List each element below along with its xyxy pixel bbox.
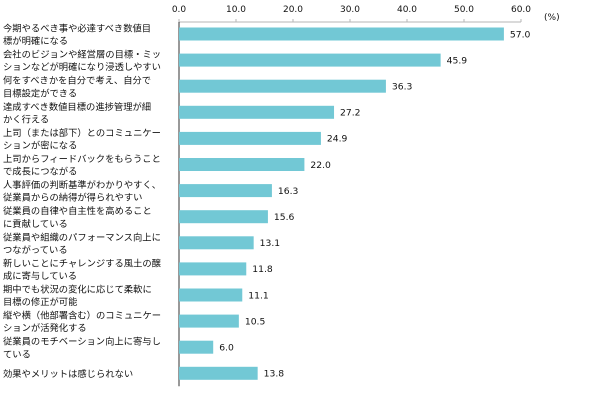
value-label: 22.0 [310, 160, 331, 171]
x-tick-label: 30.0 [340, 5, 360, 15]
value-label: 11.1 [248, 290, 268, 301]
category-label: 従業員や組織のパフォーマンス向上につながっている [3, 231, 161, 256]
bar [179, 288, 243, 302]
x-tick-label: 60.0 [511, 5, 531, 15]
category-label-line: つながっている [3, 244, 68, 256]
category-label: 今期やるべき事や必達すべき数値目標が明確になる [3, 23, 151, 48]
bar [179, 184, 272, 198]
bar [179, 53, 441, 67]
category-label-line: 縦や横（他部署含む）のコミュニケー [3, 310, 161, 322]
category-label: 上司（または部下）とのコミュニケーションが密になる [3, 127, 161, 152]
category-label-line: 目標の修正が可能 [3, 296, 77, 308]
category-label-line: 会社のビジョンや経営層の目標・ミッ [3, 49, 161, 61]
value-label: 27.2 [340, 108, 360, 119]
category-label: 達成すべき数値目標の進捗管理が細かく行える [3, 101, 151, 126]
x-tick-label: 0.0 [172, 5, 187, 15]
value-label: 11.8 [252, 264, 273, 275]
category-label-line: で成長につながる [3, 166, 77, 178]
value-label: 16.3 [278, 186, 299, 197]
value-labels: 57.0 45.9 36.3 27.2 24.9 22.0 16.3 15.6 13.1 11.8… [219, 29, 530, 379]
category-label-line: かく行える [3, 113, 49, 125]
category-label-line: ションが密になる [3, 140, 77, 152]
bar [179, 236, 254, 250]
x-axis-ticks: 0.0 10.0 20.0 30.0 40.0 50.0 60.0 [172, 5, 531, 22]
category-label-line: 従業員の自律や自主性を高めること [3, 205, 152, 217]
category-label: 上司からフィードバックをもらうことで成長につながる [3, 154, 161, 178]
category-label-line: 標が明確になる [3, 35, 68, 47]
category-label: 期中でも状況の変化に応じて柔軟に目標の修正が可能 [3, 284, 152, 309]
bar [179, 105, 335, 119]
bar [179, 79, 386, 93]
bar [179, 314, 239, 328]
category-label-line: 新しいことにチャレンジする風土の醸 [3, 257, 162, 269]
value-label: 24.9 [327, 134, 348, 145]
category-label-line: 成に寄与している [3, 270, 77, 282]
bar [179, 262, 247, 276]
category-label-line: 期中でも状況の変化に応じて柔軟に [3, 284, 152, 296]
category-label: 新しいことにチャレンジする風土の醸成に寄与している [3, 257, 162, 282]
unit-label: (%) [544, 13, 560, 23]
category-label-line: 目標設定ができる [3, 87, 77, 99]
bar [179, 27, 504, 41]
bars [179, 27, 504, 380]
category-label-line: 人事評価の判断基準がわかりやすく、 [3, 179, 161, 191]
category-label-line: ションなどが明確になり浸透しやすい [3, 61, 161, 73]
value-label: 6.0 [219, 343, 234, 354]
x-tick-label: 40.0 [397, 5, 417, 15]
value-label: 13.8 [264, 369, 285, 380]
category-label: 会社のビジョンや経営層の目標・ミッションなどが明確になり浸透しやすい [3, 49, 161, 74]
value-label: 45.9 [447, 55, 468, 66]
category-label: 何をすべきかを自分で考え、自分で目標設定ができる [3, 75, 151, 100]
category-label: 縦や横（他部署含む）のコミュニケーションが活発化する [3, 310, 161, 335]
category-label-line: ている [3, 349, 31, 360]
category-label: 従業員のモチベーション向上に寄与している [3, 336, 161, 361]
bar [179, 340, 214, 354]
bar [179, 366, 258, 380]
category-label: 人事評価の判断基準がわかりやすく、従業員からの納得が得られやすい [3, 179, 161, 204]
category-label-line: 上司（または部下）とのコミュニケー [3, 127, 161, 139]
category-labels: 今期やるべき事や必達すべき数値目標が明確になる会社のビジョンや経営層の目標・ミッ… [3, 23, 162, 380]
category-label-line: に貢献している [3, 218, 68, 230]
category-label-line: 従業員からの納得が得られやすい [3, 192, 142, 204]
x-tick-label: 10.0 [226, 5, 246, 15]
value-label: 13.1 [260, 238, 280, 249]
value-label: 15.6 [274, 212, 295, 223]
value-label: 10.5 [245, 316, 266, 327]
bar [179, 210, 268, 224]
x-tick-label: 20.0 [283, 5, 303, 15]
category-label-line: 今期やるべき事や必達すべき数値目 [3, 23, 151, 35]
bar [179, 158, 305, 171]
x-tick-label: 50.0 [454, 5, 474, 15]
category-label-line: 従業員や組織のパフォーマンス向上に [3, 231, 161, 243]
value-label: 57.0 [510, 29, 531, 40]
category-label-line: 従業員のモチベーション向上に寄与し [3, 336, 161, 348]
category-label: 効果やメリットは感じられない [3, 368, 133, 380]
category-label-line: 何をすべきかを自分で考え、自分で [3, 75, 151, 87]
value-label: 36.3 [392, 82, 413, 93]
category-label-line: ションが活発化する [3, 322, 87, 334]
category-label-line: 達成すべき数値目標の進捗管理が細 [3, 101, 151, 113]
bar [179, 131, 321, 145]
category-label: 従業員の自律や自主性を高めることに貢献している [3, 205, 152, 230]
category-label-line: 上司からフィードバックをもらうこと [3, 154, 161, 165]
